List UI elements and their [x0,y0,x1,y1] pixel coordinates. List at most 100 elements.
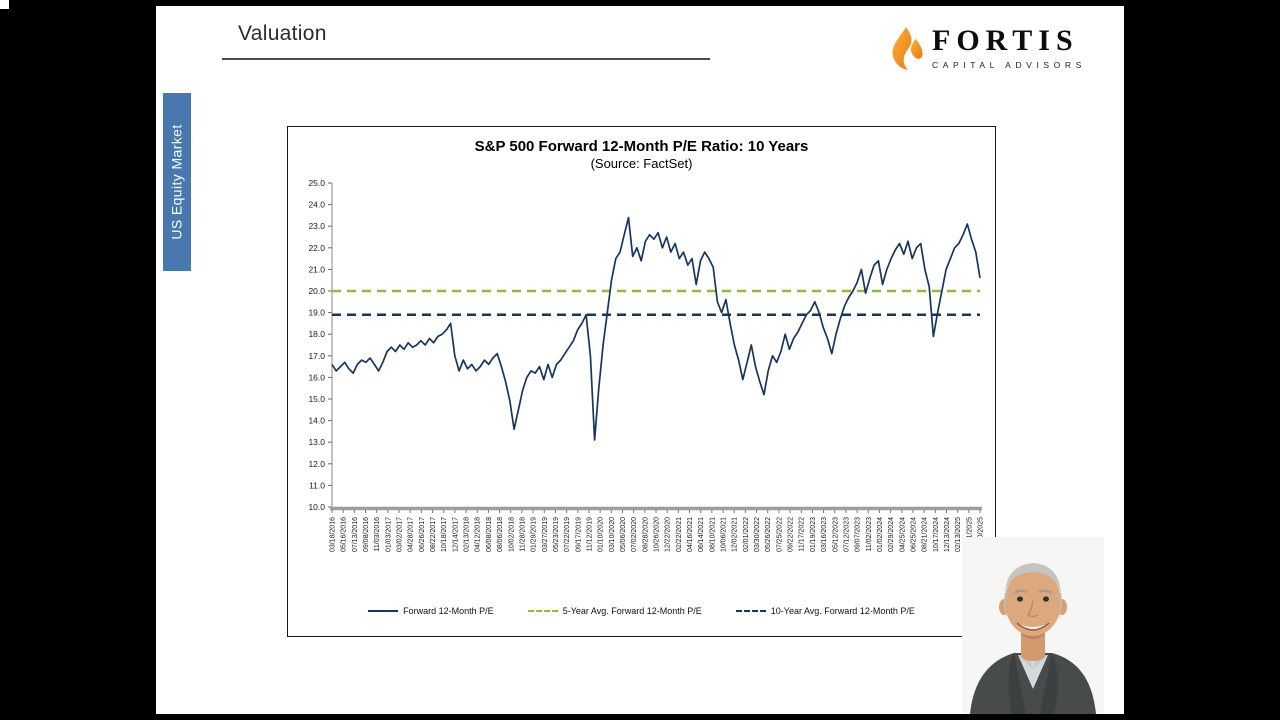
svg-text:02/29/2024: 02/29/2024 [888,517,895,552]
svg-text:10.0: 10.0 [308,502,325,512]
svg-text:12/22/2020: 12/22/2020 [665,517,672,552]
svg-text:09/22/2022: 09/22/2022 [788,517,795,552]
svg-text:17.0: 17.0 [308,351,325,361]
svg-text:01/02/2024: 01/02/2024 [877,517,884,552]
svg-text:10/17/2024: 10/17/2024 [933,517,940,552]
svg-text:10/18/2017: 10/18/2017 [441,517,448,552]
svg-text:25.0: 25.0 [308,178,325,188]
slide-title: Valuation [238,22,327,45]
svg-text:08/10/2021: 08/10/2021 [709,517,716,552]
legend-swatch-solid-navy [368,610,399,612]
svg-text:11/02/2023: 11/02/2023 [866,517,873,552]
svg-text:04/28/2017: 04/28/2017 [408,517,415,552]
svg-text:09/08/2016: 09/08/2016 [363,517,370,552]
svg-text:08/28/2020: 08/28/2020 [642,517,649,552]
svg-text:12/14/2017: 12/14/2017 [452,517,459,552]
chart-subtitle: (Source: FactSet) [590,156,693,171]
svg-text:03/18/2016: 03/18/2016 [330,517,337,552]
svg-text:15.0: 15.0 [308,394,325,404]
svg-text:05/23/2019: 05/23/2019 [553,517,560,552]
svg-text:10/02/2018: 10/02/2018 [508,517,515,552]
svg-text:06/08/2018: 06/08/2018 [486,517,493,552]
company-logo: FORTIS CAPITAL ADVISORS [889,26,1086,72]
svg-text:07/13/2016: 07/13/2016 [352,517,359,552]
svg-text:10/06/2021: 10/06/2021 [721,517,728,552]
section-banner-label: US Equity Market [169,124,186,240]
svg-text:19.0: 19.0 [308,308,325,318]
svg-text:11/17/2022: 11/17/2022 [799,517,806,552]
legend-swatch-dashed-navy [735,610,766,612]
svg-text:02/13/2025: 02/13/2025 [955,517,962,552]
svg-text:07/02/2020: 07/02/2020 [631,517,638,552]
svg-text:07/12/2023: 07/12/2023 [843,517,850,552]
svg-text:05/06/2020: 05/06/2020 [620,517,627,552]
svg-text:06/26/2017: 06/26/2017 [419,517,426,552]
svg-text:07/25/2022: 07/25/2022 [776,517,783,552]
svg-text:20.0: 20.0 [308,286,325,296]
logo-name: FORTIS [932,24,1079,57]
svg-text:11/12/2019: 11/12/2019 [586,517,593,552]
svg-text:03/30/2022: 03/30/2022 [754,517,761,552]
presenter-headshot-icon [962,537,1104,714]
svg-text:04/12/2018: 04/12/2018 [475,517,482,552]
svg-text:02/13/2018: 02/13/2018 [464,517,471,552]
svg-text:08/21/2024: 08/21/2024 [922,517,929,552]
flame-icon [892,27,923,70]
section-banner: US Equity Market [163,93,191,271]
chart-legend: Forward 12-Month P/E 5-Year Avg. Forward… [288,606,995,616]
svg-text:04/16/2021: 04/16/2021 [687,517,694,552]
pe-ratio-line-chart: 10.0 11.0 12.0 13.0 14.0 15.0 16.0 17.0 18.0 19.0… [308,178,985,552]
svg-text:05/12/2023: 05/12/2023 [832,517,839,552]
svg-text:03/27/2019: 03/27/2019 [542,517,549,552]
svg-text:06/10/2025: 06/10/2025 [978,517,985,552]
pe-ratio-chart-panel: S&P 500 Forward 12-Month P/E Ratio: 10 Y… [287,126,996,637]
svg-text:06/25/2024: 06/25/2024 [910,517,917,552]
svg-text:03/02/2017: 03/02/2017 [397,517,404,552]
svg-text:02/01/2022: 02/01/2022 [743,517,750,552]
svg-text:05/16/2016: 05/16/2016 [341,517,348,552]
svg-text:12/02/2021: 12/02/2021 [732,517,739,552]
svg-text:02/22/2021: 02/22/2021 [676,517,683,552]
logo-text: FORTIS CAPITAL ADVISORS [932,24,1086,71]
svg-text:01/10/2020: 01/10/2020 [598,517,605,552]
logo-subtitle: CAPITAL ADVISORS [932,60,1086,70]
svg-text:21.0: 21.0 [308,264,325,274]
svg-text:10/26/2020: 10/26/2020 [654,517,661,552]
presentation-slide: Valuation US Equity Market FORTIS CAPITA… [156,6,1124,714]
svg-text:04/11/2025: 04/11/2025 [966,517,973,552]
svg-text:12/13/2024: 12/13/2024 [944,517,951,552]
svg-text:08/06/2018: 08/06/2018 [497,517,504,552]
legend-item-10yr-avg: 10-Year Avg. Forward 12-Month P/E [735,606,915,616]
legend-label: Forward 12-Month P/E [403,606,494,616]
svg-text:09/17/2019: 09/17/2019 [575,517,582,552]
svg-text:06/14/2021: 06/14/2021 [698,517,705,552]
svg-text:18.0: 18.0 [308,329,325,339]
svg-text:14.0: 14.0 [308,416,325,426]
chart-title: S&P 500 Forward 12-Month P/E Ratio: 10 Y… [474,138,809,155]
svg-text:01/03/2017: 01/03/2017 [385,517,392,552]
svg-text:01/19/2023: 01/19/2023 [810,517,817,552]
svg-text:09/07/2023: 09/07/2023 [855,517,862,552]
video-corner-artifact [0,0,9,9]
svg-text:03/10/2020: 03/10/2020 [609,517,616,552]
title-underline [222,58,710,60]
svg-text:03/16/2023: 03/16/2023 [821,517,828,552]
svg-text:04/25/2024: 04/25/2024 [899,517,906,552]
legend-item-5yr-avg: 5-Year Avg. Forward 12-Month P/E [527,606,702,616]
svg-text:23.0: 23.0 [308,221,325,231]
svg-text:16.0: 16.0 [308,372,325,382]
svg-text:05/26/2022: 05/26/2022 [765,517,772,552]
svg-text:11.0: 11.0 [309,480,325,490]
svg-text:11/03/2016: 11/03/2016 [374,517,381,552]
svg-text:12.0: 12.0 [308,459,325,469]
svg-text:13.0: 13.0 [308,437,325,447]
presenter-photo [962,537,1104,714]
legend-label: 5-Year Avg. Forward 12-Month P/E [562,606,702,616]
legend-swatch-dashed-green [527,610,558,612]
svg-text:08/22/2017: 08/22/2017 [430,517,437,552]
legend-item-forward-pe: Forward 12-Month P/E [368,606,494,616]
svg-text:07/22/2019: 07/22/2019 [564,517,571,552]
legend-label: 10-Year Avg. Forward 12-Month P/E [770,606,915,616]
svg-text:11/28/2018: 11/28/2018 [519,517,526,552]
svg-text:24.0: 24.0 [308,200,325,210]
